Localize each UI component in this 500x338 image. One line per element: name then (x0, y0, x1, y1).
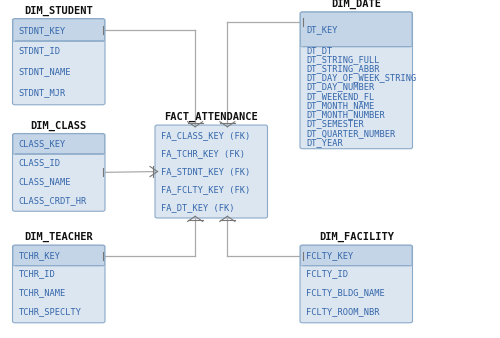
Text: CLASS_ID: CLASS_ID (18, 158, 60, 167)
Text: FA_STDNT_KEY (FK): FA_STDNT_KEY (FK) (161, 167, 250, 176)
Text: TCHR_NAME: TCHR_NAME (18, 288, 66, 297)
Text: DT_STRING_FULL: DT_STRING_FULL (306, 55, 380, 64)
Text: STDNT_NAME: STDNT_NAME (18, 67, 71, 76)
FancyBboxPatch shape (300, 245, 412, 323)
FancyBboxPatch shape (13, 134, 104, 154)
Text: DT_DT: DT_DT (306, 46, 332, 55)
Text: DT_DAY_NUMBER: DT_DAY_NUMBER (306, 82, 374, 92)
FancyBboxPatch shape (300, 12, 412, 47)
Text: DIM_DATE: DIM_DATE (331, 0, 382, 9)
FancyBboxPatch shape (155, 125, 268, 218)
Text: CLASS_NAME: CLASS_NAME (18, 177, 71, 186)
Text: FCLTY_BLDG_NAME: FCLTY_BLDG_NAME (306, 288, 385, 297)
Text: FCLTY_ROOM_NBR: FCLTY_ROOM_NBR (306, 307, 380, 316)
Text: DT_MONTH_NAME: DT_MONTH_NAME (306, 101, 374, 110)
Text: FA_DT_KEY (FK): FA_DT_KEY (FK) (161, 203, 234, 212)
Text: STDNT_MJR: STDNT_MJR (18, 88, 66, 97)
Text: DIM_STUDENT: DIM_STUDENT (24, 6, 93, 16)
Text: TCHR_KEY: TCHR_KEY (18, 251, 60, 260)
Text: STDNT_ID: STDNT_ID (18, 46, 60, 55)
Text: CLASS_KEY: CLASS_KEY (18, 140, 66, 149)
Text: FCLTY_ID: FCLTY_ID (306, 269, 348, 279)
FancyBboxPatch shape (12, 134, 105, 211)
Text: DT_STRING_ABBR: DT_STRING_ABBR (306, 64, 380, 73)
Text: FA_FCLTY_KEY (FK): FA_FCLTY_KEY (FK) (161, 185, 250, 194)
Text: DT_MONTH_NUMBER: DT_MONTH_NUMBER (306, 110, 385, 119)
Text: FACT_ATTENDANCE: FACT_ATTENDANCE (164, 112, 258, 122)
Text: DT_DAY_OF_WEEK_STRING: DT_DAY_OF_WEEK_STRING (306, 73, 416, 82)
Text: DT_SEMESTER: DT_SEMESTER (306, 119, 364, 128)
Text: DT_QUARTER_NUMBER: DT_QUARTER_NUMBER (306, 129, 395, 138)
Text: TCHR_SPECLTY: TCHR_SPECLTY (18, 307, 82, 316)
FancyBboxPatch shape (13, 245, 104, 266)
Text: FCLTY_KEY: FCLTY_KEY (306, 251, 353, 260)
FancyBboxPatch shape (300, 12, 412, 149)
Text: DIM_CLASS: DIM_CLASS (30, 121, 87, 131)
Text: CLASS_CRDT_HR: CLASS_CRDT_HR (18, 196, 87, 204)
Text: DIM_FACILITY: DIM_FACILITY (319, 232, 394, 242)
FancyBboxPatch shape (13, 19, 104, 42)
FancyBboxPatch shape (12, 19, 105, 105)
Text: FA_CLASS_KEY (FK): FA_CLASS_KEY (FK) (161, 131, 250, 140)
Text: DT_KEY: DT_KEY (306, 25, 338, 34)
Text: DIM_TEACHER: DIM_TEACHER (24, 232, 93, 242)
Text: TCHR_ID: TCHR_ID (18, 269, 55, 279)
FancyBboxPatch shape (12, 245, 105, 323)
Text: DT_WEEKEND_FL: DT_WEEKEND_FL (306, 92, 374, 101)
FancyBboxPatch shape (300, 245, 412, 266)
Text: FA_TCHR_KEY (FK): FA_TCHR_KEY (FK) (161, 149, 245, 158)
Text: DT_YEAR: DT_YEAR (306, 138, 343, 147)
Text: STDNT_KEY: STDNT_KEY (18, 26, 66, 35)
